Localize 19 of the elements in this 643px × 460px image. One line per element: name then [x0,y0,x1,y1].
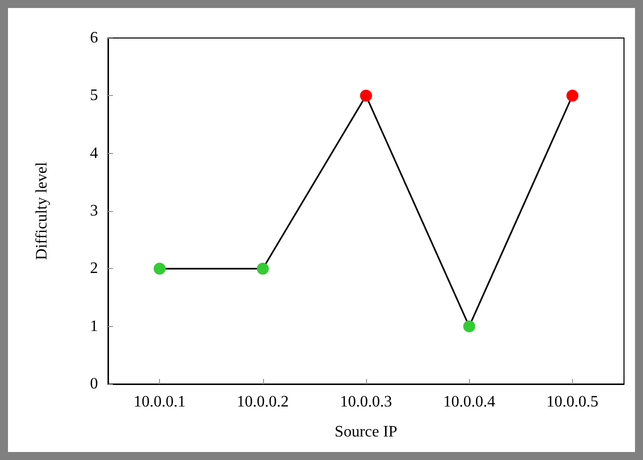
x-tick-label: 10.0.0.5 [546,394,598,410]
y-tick-label: 6 [90,30,98,46]
x-axis-title: Source IP [334,424,398,440]
point [360,90,372,102]
x-tick-label: 10.0.0.2 [236,394,289,410]
x-tick-label: 10.0.0.1 [134,394,186,410]
y-tick-label: 3 [90,202,98,220]
x-tick-label: 10.0.0.3 [340,394,392,410]
point [463,320,476,332]
point [154,262,166,275]
y-tick-label: 1 [90,318,98,335]
y-tick-label: 0 [90,376,98,392]
point [256,262,269,275]
x-tick-label: 10.0.0.4 [443,394,496,410]
point [566,90,578,102]
y-tick-label: 5 [90,87,98,104]
y-tick-label: 2 [90,260,98,278]
y-tick-label: 4 [90,144,98,162]
y-axis-title: Difficulty level [34,162,50,260]
